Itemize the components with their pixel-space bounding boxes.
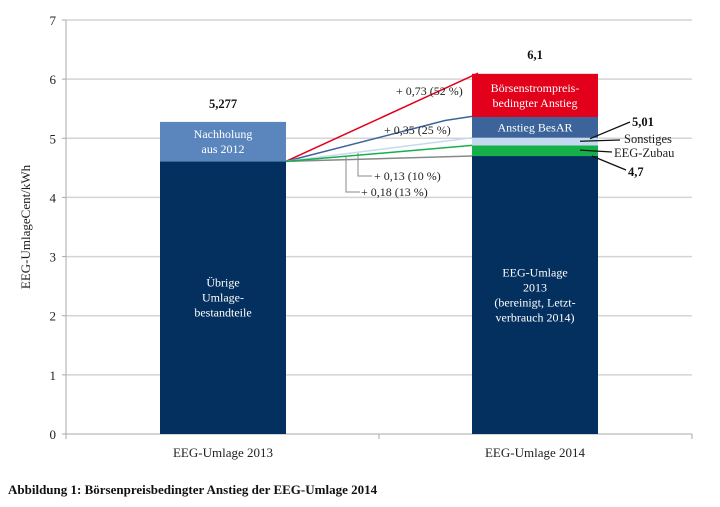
y-tick-label: 2: [50, 309, 57, 324]
bar-segment: [472, 156, 598, 434]
increment-label: + 0,18 (13 %): [361, 185, 428, 199]
leader-line: [579, 149, 613, 153]
category-label: EEG-Umlage 2013: [173, 445, 273, 460]
segment-label: Übrige: [206, 276, 239, 290]
segment-label: Börsenstrompreis-: [491, 81, 580, 95]
leader-line: [357, 153, 372, 177]
side-label: EEG-Zubau: [614, 146, 675, 160]
bar-segment: [160, 161, 286, 434]
y-tick-labels: 0 1 2 3 4 5 6 7: [50, 13, 57, 442]
leader-line: [579, 139, 621, 142]
bar-segment: [472, 137, 598, 146]
increment-connectors: + 0,73 (52 %) + 0,35 (25 %) + 0,13 (10 %) +…: [285, 72, 479, 199]
bar-segment: [160, 121, 286, 162]
leader-line: [589, 121, 631, 140]
category-label: EEG-Umlage 2014: [485, 445, 586, 460]
segment-label: bestandteile: [194, 306, 251, 320]
connector-line: [285, 144, 473, 163]
y-tick-label: 1: [50, 368, 57, 383]
chart: 0 1 2 3 4 5 6 7 EEG-UmlageCent/kWh + 0,73 (52 %…: [18, 13, 693, 460]
segment-label: (bereinigt, Letzt-: [494, 296, 575, 310]
side-label: 5,01: [632, 115, 654, 129]
bar-total-label: 6,1: [527, 48, 543, 62]
segment-label: Nachholung: [194, 127, 253, 141]
bar-segment: [472, 116, 598, 138]
y-tick-label: 6: [50, 72, 57, 87]
y-tick-label: 3: [50, 250, 57, 265]
segment-label: Umlage-: [202, 291, 244, 305]
connector-line: [285, 155, 473, 163]
y-tick-label: 4: [50, 190, 57, 205]
segment-label: verbrauch 2014): [496, 311, 575, 325]
bar-total-label: 5,277: [209, 97, 237, 111]
bar-segment: [472, 73, 598, 117]
leader-line: [591, 155, 627, 171]
y-tick-label: 5: [50, 131, 57, 146]
side-label: 4,7: [628, 165, 644, 179]
increment-label: + 0,35 (25 %): [384, 123, 451, 137]
leader-line: [345, 157, 360, 193]
connector-line: [285, 115, 473, 163]
segment-label: bedingter Anstieg: [493, 96, 578, 110]
increment-label: + 0,73 (52 %): [396, 84, 463, 98]
category-labels: EEG-Umlage 2013 EEG-Umlage 2014: [173, 445, 586, 460]
figure-caption: Abbildung 1: Börsenpreisbedingter Anstie…: [8, 482, 378, 497]
y-tick-label: 0: [50, 427, 57, 442]
y-tick-label: 7: [50, 13, 57, 28]
segment-label: aus 2012: [202, 142, 245, 156]
side-label: Sonstiges: [624, 132, 672, 146]
increment-label: + 0,13 (10 %): [374, 169, 441, 183]
segment-label: EEG-Umlage: [502, 266, 567, 280]
segment-label: Anstieg BesAR: [498, 120, 573, 134]
bar-segment: [472, 145, 598, 157]
segment-label: 2013: [523, 281, 547, 295]
connector-line: [285, 72, 479, 163]
y-axis-label: EEG-UmlageCent/kWh: [18, 164, 33, 289]
connector-line: [285, 136, 473, 163]
